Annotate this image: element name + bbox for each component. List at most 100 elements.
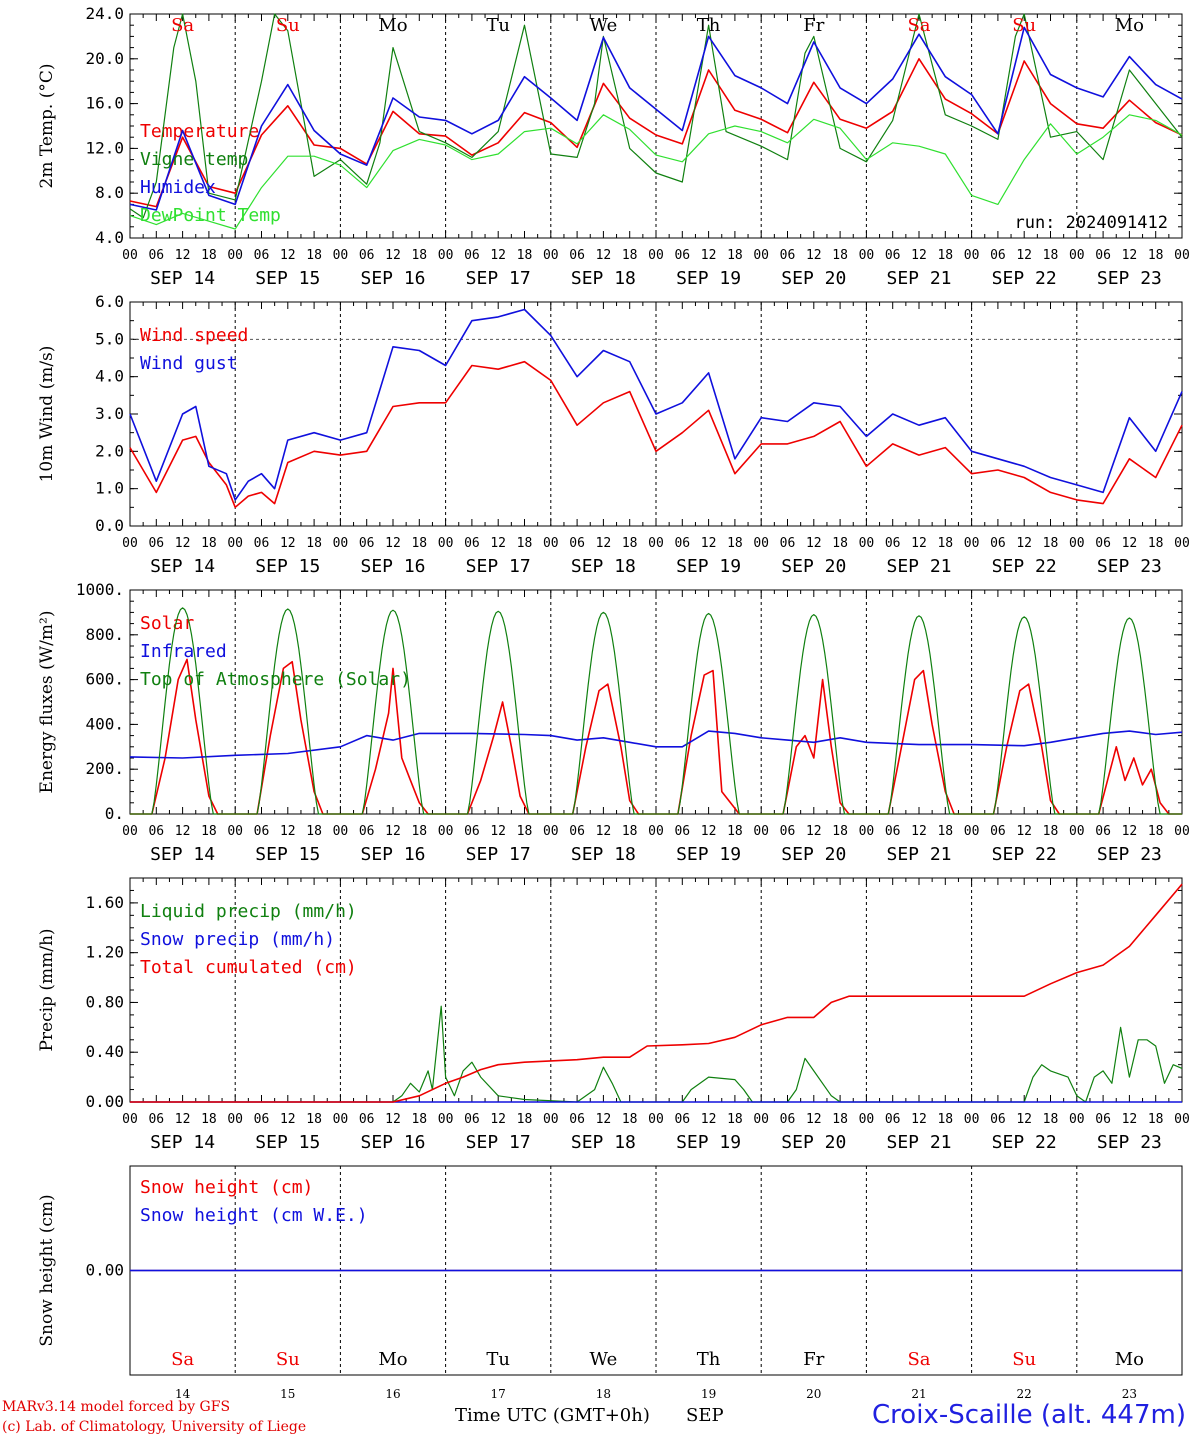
hour-tick-label: 18: [832, 1112, 848, 1127]
hour-tick-label: 12: [1122, 248, 1138, 263]
series-line-4-3: [130, 883, 1183, 1103]
date-label: SEP 22: [992, 556, 1057, 577]
hour-tick-label: 00: [859, 248, 875, 263]
hour-tick-label: 18: [306, 1112, 322, 1127]
hour-tick-label: 12: [175, 1112, 191, 1127]
hour-tick-label: 12: [1122, 824, 1138, 839]
date-label: SEP 17: [466, 844, 531, 865]
hour-tick-label: 00: [753, 248, 769, 263]
hour-tick-label: 06: [464, 824, 480, 839]
hour-tick-label: 00: [333, 248, 349, 263]
hour-tick-label: 18: [727, 824, 743, 839]
y-tick-label: 0.00: [85, 1092, 124, 1111]
hour-tick-label: 06: [1095, 824, 1111, 839]
hour-tick-label: 00: [859, 1112, 875, 1127]
y-tick-label: 20.0: [85, 49, 124, 68]
hour-tick-label: 12: [701, 536, 717, 551]
hour-tick-label: 12: [1016, 536, 1032, 551]
legend-entry: Snow height (cm W.E.): [140, 1205, 368, 1226]
hour-tick-label: 18: [937, 1112, 953, 1127]
hour-tick-label: 00: [648, 536, 664, 551]
y-tick-label: 5.0: [95, 329, 124, 348]
hour-tick-label: 00: [227, 536, 243, 551]
hour-tick-label: 06: [254, 1112, 270, 1127]
weekday-label: Mo: [378, 1349, 407, 1370]
hour-tick-label: 18: [727, 536, 743, 551]
y-axis-label: Snow height (cm): [37, 1194, 57, 1346]
hour-tick-label: 00: [1174, 248, 1190, 263]
day-number-label: 15: [280, 1387, 295, 1401]
y-tick-label: 6.0: [95, 292, 124, 311]
weekday-label: Th: [697, 15, 721, 36]
hour-tick-label: 00: [227, 1112, 243, 1127]
hour-tick-label: 00: [859, 824, 875, 839]
series-line-1-4: [129, 114, 1183, 230]
hour-tick-label: 06: [464, 536, 480, 551]
hour-tick-label: 12: [1122, 1112, 1138, 1127]
y-tick-label: 3.0: [95, 404, 124, 423]
hour-tick-label: 12: [701, 1112, 717, 1127]
y-tick-label: 24.0: [85, 4, 124, 23]
legend-entry: Infrared: [140, 641, 227, 662]
hour-tick-label: 06: [569, 248, 585, 263]
y-tick-label: 200.: [85, 759, 124, 778]
panel-2: 0.0 1.0 2.0 3.0 4.0 5.0 6.0 10m Wind (m/s) Wind …: [37, 292, 1190, 577]
hour-tick-label: 00: [122, 824, 138, 839]
hour-tick-label: 06: [885, 536, 901, 551]
hour-tick-label: 18: [517, 248, 533, 263]
weekday-label: Su: [1012, 1349, 1036, 1370]
panel-1: 4.0 8.0 12.0 16.0 20.0 24.0 2m Temp. (°C) Tempe…: [37, 4, 1190, 289]
legend-entry: Wind speed: [140, 325, 248, 346]
y-tick-label: 1000.: [76, 580, 124, 599]
weekday-label: We: [590, 15, 618, 36]
hour-tick-label: 00: [543, 248, 559, 263]
weekday-label: Sa: [171, 15, 194, 36]
weekday-label: Tu: [486, 1349, 510, 1370]
hour-tick-label: 18: [411, 824, 427, 839]
hour-tick-label: 06: [359, 536, 375, 551]
hour-tick-label: 18: [1043, 824, 1059, 839]
series-line-1-3: [129, 26, 1183, 211]
hour-tick-label: 18: [517, 824, 533, 839]
weekday-label: Tu: [486, 15, 510, 36]
series-line-1-1: [129, 58, 1183, 208]
hour-tick-label: 12: [175, 824, 191, 839]
weekday-label: Mo: [378, 15, 407, 36]
hour-tick-label: 06: [990, 824, 1006, 839]
hour-tick-label: 06: [990, 536, 1006, 551]
hour-tick-label: 06: [674, 248, 690, 263]
hour-tick-label: 18: [937, 536, 953, 551]
series-line-3-1: [130, 658, 1182, 815]
series-line-2-2: [129, 308, 1183, 501]
hour-tick-label: 12: [490, 248, 506, 263]
date-label: SEP 14: [150, 556, 215, 577]
hour-tick-label: 18: [832, 536, 848, 551]
date-label: SEP 20: [781, 1132, 846, 1153]
hour-tick-label: 18: [622, 248, 638, 263]
legend-entry: DewPoint Temp: [140, 205, 281, 226]
date-label: SEP 18: [571, 1132, 636, 1153]
day-number-label: 19: [701, 1387, 716, 1401]
hour-tick-label: 00: [1069, 248, 1085, 263]
hour-tick-label: 12: [701, 824, 717, 839]
y-tick-label: 400.: [85, 714, 124, 733]
date-label: SEP 22: [992, 1132, 1057, 1153]
hour-tick-label: 06: [674, 824, 690, 839]
legend-entry: Top of Atmosphere (Solar): [140, 669, 411, 690]
hour-tick-label: 18: [306, 248, 322, 263]
date-label: SEP 15: [255, 1132, 320, 1153]
hour-tick-label: 18: [1043, 536, 1059, 551]
hour-tick-label: 00: [227, 248, 243, 263]
hour-tick-label: 00: [753, 1112, 769, 1127]
date-label: SEP 20: [781, 556, 846, 577]
date-label: SEP 22: [992, 844, 1057, 865]
date-label: SEP 19: [676, 1132, 741, 1153]
legend-entry: Temperature: [140, 121, 259, 142]
hour-tick-label: 00: [964, 824, 980, 839]
y-tick-label: 1.0: [95, 479, 124, 498]
plot-frame: [129, 13, 1183, 239]
hour-tick-label: 18: [1148, 1112, 1164, 1127]
day-number-label: 18: [596, 1387, 611, 1401]
day-number-label: 14: [175, 1387, 191, 1401]
legend-entry: Snow precip (mm/h): [140, 929, 335, 950]
